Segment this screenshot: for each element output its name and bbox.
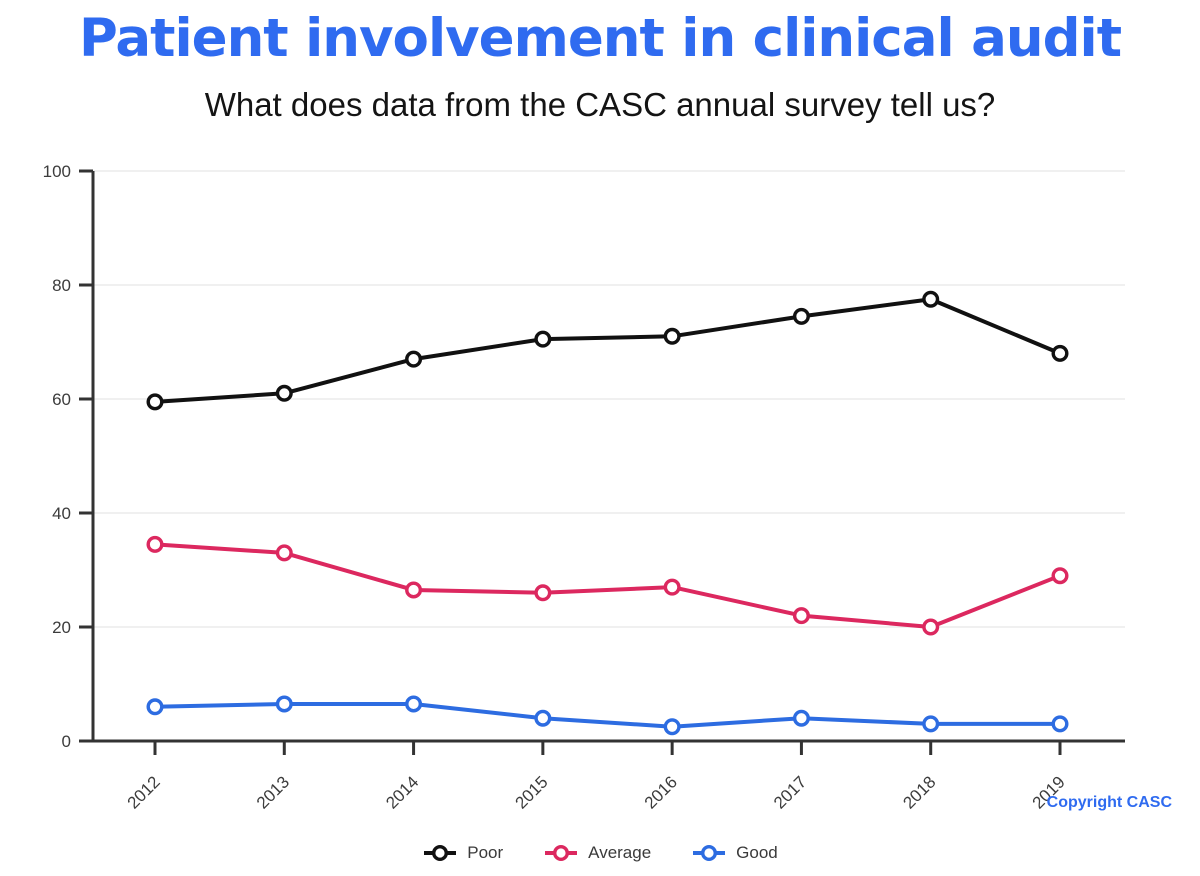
good-line <box>153 701 1062 729</box>
average-point-2017 <box>792 607 810 625</box>
poor-line <box>153 297 1062 404</box>
y-tick-label-40: 40 <box>52 504 71 523</box>
y-tick-label-20: 20 <box>52 618 71 637</box>
legend-label-good: Good <box>736 843 778 862</box>
y-tick-label-60: 60 <box>52 390 71 409</box>
x-tick-label-2016: 2016 <box>641 772 681 810</box>
poor-point-2017 <box>792 307 810 325</box>
poor-point-2019 <box>1051 344 1069 362</box>
legend-label-poor: Poor <box>467 843 504 862</box>
good-point-2018 <box>922 715 940 733</box>
line-chart: 0 20 40 60 80 100 2012 2013 2014 2015 2016 2017 2018… <box>43 162 1125 810</box>
good-legend-marker-icon <box>693 844 726 862</box>
poor-legend-marker-icon <box>424 844 457 862</box>
poor-point-2015 <box>534 330 552 348</box>
good-point-2014 <box>405 695 423 713</box>
legend-label-average: Average <box>588 843 652 862</box>
y-tick-label-100: 100 <box>43 162 71 181</box>
x-tick-label-2013: 2013 <box>253 772 293 810</box>
page-subtitle: What does data from the CASC annual surv… <box>204 86 996 123</box>
average-line <box>153 542 1062 629</box>
x-tick-label-2018: 2018 <box>899 772 939 810</box>
good-point-2019 <box>1051 715 1069 733</box>
average-point-2012 <box>146 535 164 553</box>
y-tick-label-0: 0 <box>62 732 71 751</box>
average-point-2019 <box>1051 567 1069 585</box>
poor-point-2013 <box>275 384 293 402</box>
x-tick-label-2015: 2015 <box>512 772 552 810</box>
average-point-2016 <box>663 578 681 596</box>
average-legend-marker-icon <box>545 844 578 862</box>
x-tick-label-2017: 2017 <box>770 772 810 810</box>
copyright: Copyright CASC <box>1046 794 1172 811</box>
y-tick-label-80: 80 <box>52 276 71 295</box>
x-tick-label-2014: 2014 <box>382 772 422 810</box>
poor-point-2012 <box>146 393 164 411</box>
good-point-2015 <box>534 709 552 727</box>
legend-item-poor[interactable]: Poor <box>422 843 503 863</box>
poor-point-2016 <box>663 327 681 345</box>
good-point-2012 <box>146 698 164 716</box>
good-point-2016 <box>663 718 681 736</box>
average-point-2013 <box>275 544 293 562</box>
poor-point-2018 <box>922 290 940 308</box>
average-point-2014 <box>405 581 423 599</box>
good-point-2017 <box>792 709 810 727</box>
x-tick-label-2012: 2012 <box>124 772 164 810</box>
poor-point-2014 <box>405 350 423 368</box>
average-point-2015 <box>534 584 552 602</box>
average-point-2018 <box>922 618 940 636</box>
legend-item-average[interactable]: Average <box>543 843 651 863</box>
legend-item-good[interactable]: Good <box>691 843 778 863</box>
chart-legend: Poor Average Good <box>0 838 1200 868</box>
good-point-2013 <box>275 695 293 713</box>
page-title: Patient involvement in clinical audit <box>78 8 1122 69</box>
